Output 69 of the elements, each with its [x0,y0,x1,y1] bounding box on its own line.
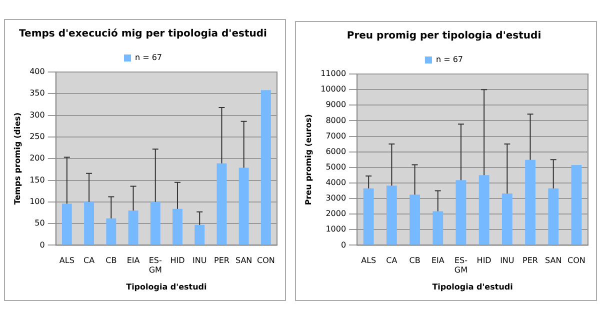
bar [84,202,94,245]
y-tick-label: 11000 [320,69,346,78]
y-tick-label: 3000 [326,194,346,203]
y-tick-label: 50 [34,218,45,228]
x-tick-label: CA [386,256,398,266]
bar [478,175,490,245]
y-tick-label: 7000 [326,131,346,140]
x-tick-label: ES-GM [148,256,162,275]
chart-title: Preu promig per tipologia d'estudi [346,30,542,42]
y-tick-label: 1000 [326,224,346,234]
y-tick-label: 4000 [326,178,346,188]
bar [238,168,249,245]
x-tick-label: CON [568,256,586,266]
x-tick-label: PER [522,256,538,266]
y-tick-label: 5000 [326,162,346,172]
y-tick-label: 10000 [320,84,346,94]
legend-label: n = 67 [134,53,162,62]
chart-title: Temps d'execució mig per tipologia d'estudi [19,28,267,40]
bar [363,188,374,245]
bar [172,208,182,245]
x-tick-label: CB [106,256,117,266]
x-tick-label: CON [257,256,275,266]
bar [150,202,160,245]
bar [194,224,205,245]
y-tick-label: 400 [30,67,45,76]
x-tick-label: ALS [59,256,74,266]
y-tick-label: 9000 [326,100,346,110]
x-tick-label: ALS [361,256,376,266]
x-tick-label: SAN [545,256,562,266]
x-tick-label: ES-GM [454,256,468,275]
bar [548,188,559,245]
y-tick-label: 150 [30,175,45,184]
y-tick-label: 8000 [326,116,346,125]
y-tick-label: 350 [30,88,45,98]
bar [410,194,420,245]
y-tick-label: 100 [30,196,45,206]
bar [502,194,512,245]
x-tick-label: PER [214,256,230,266]
x-tick-label: INU [192,256,207,266]
y-axis-title: Temps promig (dies) [12,112,22,205]
y-tick-label: 250 [30,132,45,142]
bar [62,204,72,245]
bar [456,180,466,245]
bar [525,160,536,245]
x-tick-label: EIA [126,256,140,266]
bar [571,165,582,245]
x-tick-label: HID [170,256,185,266]
bar [386,186,397,245]
y-tick-label: 200 [30,154,45,163]
x-tick-label: HID [476,256,492,266]
bar [128,210,138,245]
x-tick-label: EIA [431,256,445,266]
x-tick-label: INU [500,256,514,266]
x-axis-title: Tipologia d'estudi [432,282,514,292]
legend-label: n = 67 [436,55,464,64]
y-axis-title: Preu promig (euros) [304,114,313,206]
bar [432,211,444,245]
y-tick-label: 2000 [326,209,346,218]
y-tick-label: 0 [40,240,45,250]
x-axis-title: Tipologia d'estudi [126,282,208,292]
bar [216,163,227,245]
bar [260,90,271,245]
y-tick-label: 6000 [326,146,346,156]
x-tick-label: CB [409,256,420,266]
x-tick-label: CA [84,256,96,266]
x-tick-label: SAN [235,256,252,266]
y-tick-label: 300 [30,110,45,120]
bar [106,218,116,245]
y-tick-label: 0 [340,240,346,250]
